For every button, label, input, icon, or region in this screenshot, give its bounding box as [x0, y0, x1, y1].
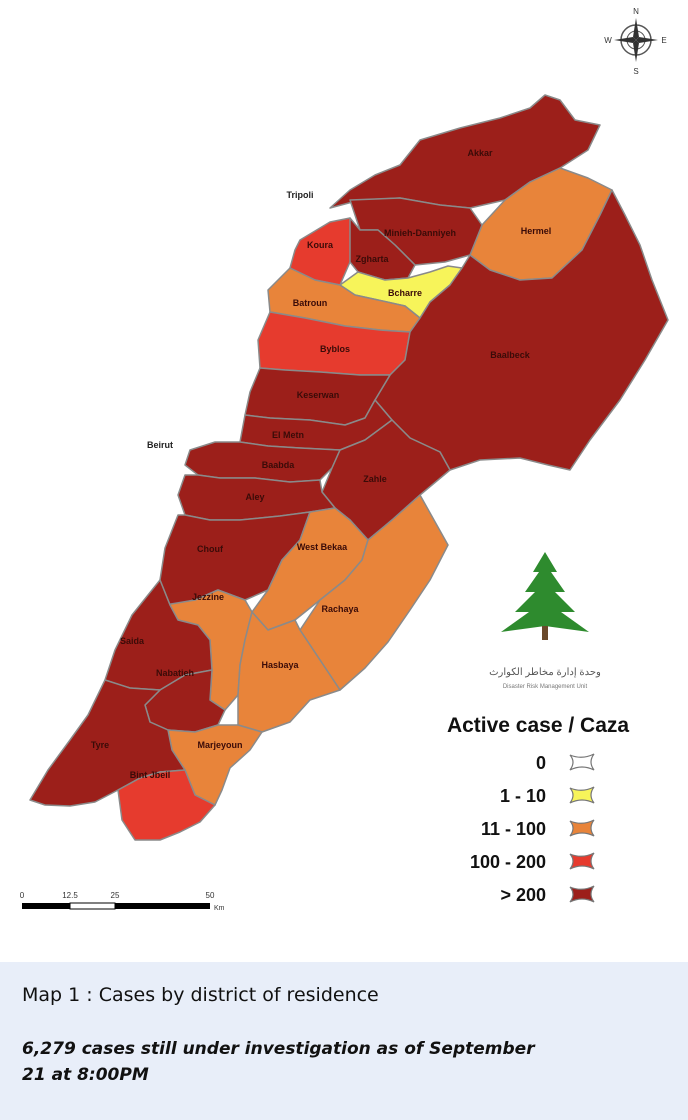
- legend-swatch-3: [569, 852, 595, 870]
- map-panel: N S E W Akkar Minieh-Danniyeh Hermel: [19, 7, 669, 912]
- logo-english-text: Disaster Risk Management Unit: [503, 684, 588, 690]
- scale-tick-2: 25: [111, 891, 120, 900]
- district-hasbaya[interactable]: [237, 611, 341, 733]
- caption-title: Map 1 : Cases by district of residence: [22, 984, 379, 1006]
- legend-label-3: 100 - 200: [470, 852, 546, 872]
- legend-swatch-4: [569, 885, 595, 903]
- legend-label-4: > 200: [500, 885, 546, 905]
- compass-e-label: E: [661, 36, 666, 45]
- legend-label-0: 0: [536, 753, 546, 773]
- district-label-minieh: Minieh-Danniyeh: [384, 228, 456, 238]
- legend-title: Active case / Caza: [447, 714, 629, 737]
- district-label-aley: Aley: [245, 492, 264, 502]
- lebanon-district-map: N S E W Akkar Minieh-Danniyeh Hermel: [20, 7, 669, 912]
- district-label-akkar: Akkar: [467, 148, 493, 158]
- district-koura[interactable]: [289, 217, 359, 286]
- scale-tick-1: 12.5: [62, 891, 78, 900]
- district-label-batroun: Batroun: [293, 298, 328, 308]
- city-label-tripoli: Tripoli: [287, 190, 314, 200]
- compass-n-label: N: [633, 7, 639, 16]
- district-label-bcharre: Bcharre: [388, 288, 422, 298]
- compass-s-label: S: [633, 67, 638, 76]
- district-label-rachaya: Rachaya: [321, 604, 359, 614]
- district-label-tyre: Tyre: [91, 740, 109, 750]
- district-label-chouf: Chouf: [197, 544, 224, 554]
- legend-label-1: 1 - 10: [500, 786, 546, 806]
- district-label-hasbaya: Hasbaya: [261, 660, 299, 670]
- scale-tick-0: 0: [20, 891, 25, 900]
- district-label-baabda: Baabda: [262, 460, 296, 470]
- district-bintjbeil[interactable]: [117, 769, 216, 841]
- district-label-baalbeck: Baalbeck: [490, 350, 531, 360]
- city-label-beirut: Beirut: [147, 440, 173, 450]
- district-label-saida: Saida: [120, 636, 145, 646]
- legend-label-2: 11 - 100: [481, 819, 546, 839]
- caption-note: 6,279 cases still under investigation as…: [22, 1039, 535, 1085]
- district-label-hermel: Hermel: [521, 226, 552, 236]
- district-label-zahle: Zahle: [363, 474, 387, 484]
- district-zgharta[interactable]: [349, 217, 416, 281]
- legend-swatch-1: [569, 786, 595, 804]
- legend: Active case / Caza 0 1 - 10 11 - 100 100 - …: [447, 714, 629, 905]
- compass-w-label: W: [604, 36, 612, 45]
- district-label-zgharta: Zgharta: [355, 254, 389, 264]
- caption-panel: Map 1 : Cases by district of residence 6…: [0, 962, 688, 1120]
- district-label-marjeyoun: Marjeyoun: [197, 740, 242, 750]
- compass-rose-icon: N S E W: [604, 7, 666, 76]
- district-label-koura: Koura: [307, 240, 334, 250]
- logo-arabic-text: وحدة إدارة مخاطر الكوارث: [489, 667, 601, 678]
- district-label-keserwan: Keserwan: [297, 390, 340, 400]
- district-label-jezzine: Jezzine: [192, 592, 224, 602]
- scale-tick-3: 50: [206, 891, 215, 900]
- district-label-bintjbeil: Bint Jbeil: [130, 770, 171, 780]
- scale-bar: 0 12.5 25 50 Km: [20, 891, 225, 912]
- district-baalbeck[interactable]: [374, 189, 669, 471]
- district-label-byblos: Byblos: [320, 344, 350, 354]
- district-rachaya[interactable]: [299, 494, 449, 691]
- cedar-tree-icon: [501, 552, 589, 640]
- district-westbekaa[interactable]: [251, 507, 369, 631]
- legend-swatch-2: [569, 819, 595, 837]
- district-label-westbekaa: West Bekaa: [297, 542, 348, 552]
- legend-swatch-0: [569, 753, 595, 771]
- scale-unit: Km: [214, 905, 225, 912]
- district-label-nabatieh: Nabatieh: [156, 668, 194, 678]
- district-label-elmetn: El Metn: [272, 430, 304, 440]
